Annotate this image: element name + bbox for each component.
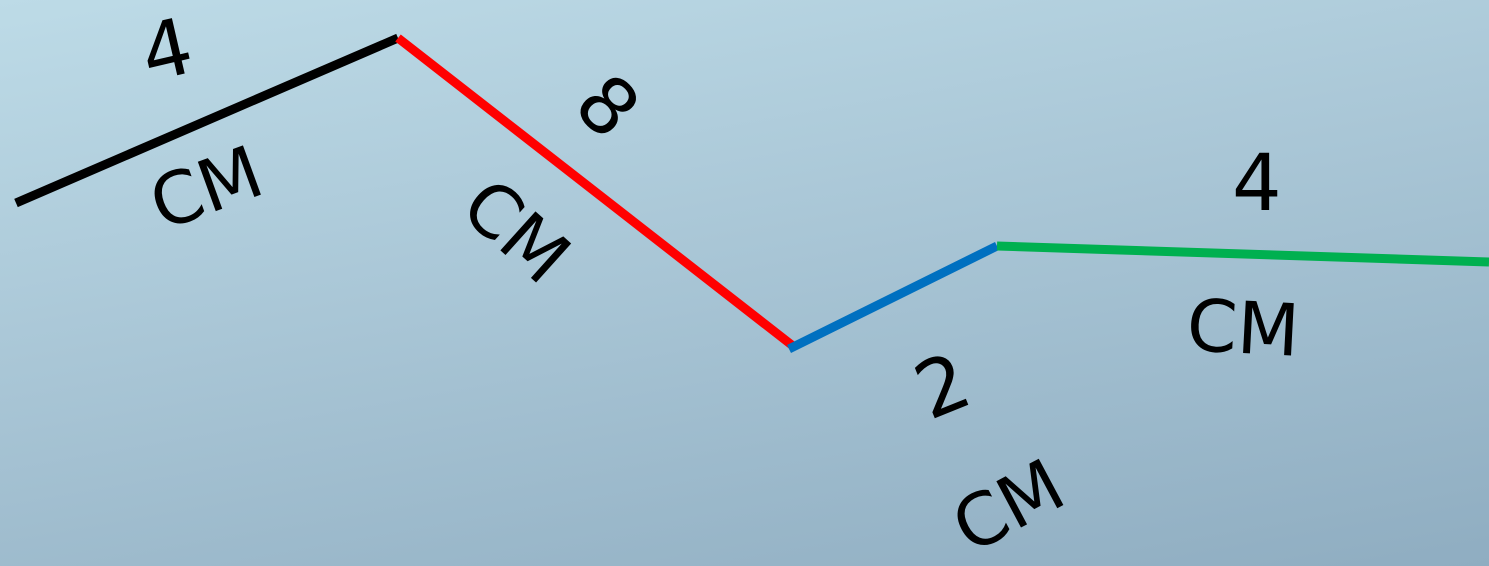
- segment-4-line: [996, 241, 1489, 267]
- segment-3-line: [787, 241, 999, 354]
- segment-2-line: [395, 34, 796, 350]
- segment-4-unit: CM: [1184, 283, 1302, 373]
- segment-1-line: [14, 33, 400, 208]
- segment-4-value: 4: [1232, 139, 1282, 229]
